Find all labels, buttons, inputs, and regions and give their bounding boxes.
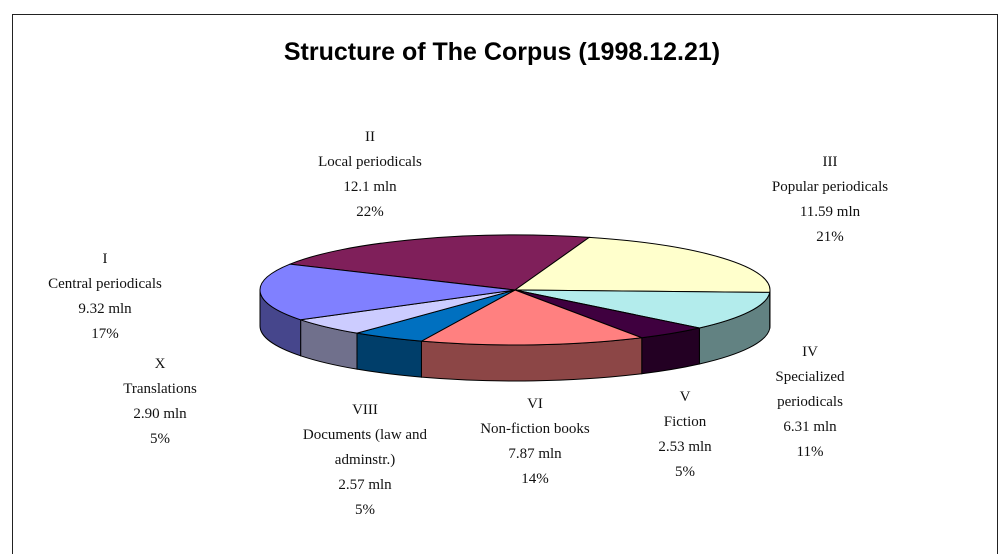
slice-percent: 11% bbox=[745, 440, 875, 465]
slice-name: Local periodicals bbox=[280, 150, 460, 175]
page: Structure of The Corpus (1998.12.21) (()… bbox=[0, 0, 1004, 537]
slice-numeral: III bbox=[730, 150, 930, 175]
slice-percent: 5% bbox=[85, 427, 235, 452]
slice-name: Popular periodicals bbox=[730, 175, 930, 200]
slice-percent: 5% bbox=[285, 498, 445, 523]
slice-percent: 21% bbox=[730, 225, 930, 250]
slice-name: Fiction bbox=[635, 410, 735, 435]
slice-value: 12.1 mln bbox=[280, 175, 460, 200]
slice-name: Specialized periodicals bbox=[745, 365, 875, 415]
slice-value: 9.32 mln bbox=[5, 297, 205, 322]
slice-value: 7.87 mln bbox=[445, 442, 625, 467]
slice-numeral: VIII bbox=[285, 398, 445, 423]
slice-value: 2.53 mln bbox=[635, 435, 735, 460]
slice-name: Translations bbox=[85, 377, 235, 402]
slice-value: 11.59 mln bbox=[730, 200, 930, 225]
slice-name: Non-fiction books bbox=[445, 417, 625, 442]
slice-numeral: I bbox=[5, 247, 205, 272]
slice-name: Central periodicals bbox=[5, 272, 205, 297]
slice-value: 2.57 mln bbox=[285, 473, 445, 498]
slice-numeral: II bbox=[280, 125, 460, 150]
slice-tops bbox=[260, 235, 770, 345]
slice-percent: 22% bbox=[280, 200, 460, 225]
slice-value: 2.90 mln bbox=[85, 402, 235, 427]
slice-numeral: VI bbox=[445, 392, 625, 417]
slice-percent: 14% bbox=[445, 467, 625, 492]
slice-numeral: IV bbox=[745, 340, 875, 365]
slice-name: Documents (law and adminstr.) bbox=[285, 423, 445, 473]
slice-percent: 5% bbox=[635, 460, 735, 485]
slice-numeral: X bbox=[85, 352, 235, 377]
slice-percent: 17% bbox=[5, 322, 205, 347]
slice-numeral: V bbox=[635, 385, 735, 410]
slice-value: 6.31 mln bbox=[745, 415, 875, 440]
